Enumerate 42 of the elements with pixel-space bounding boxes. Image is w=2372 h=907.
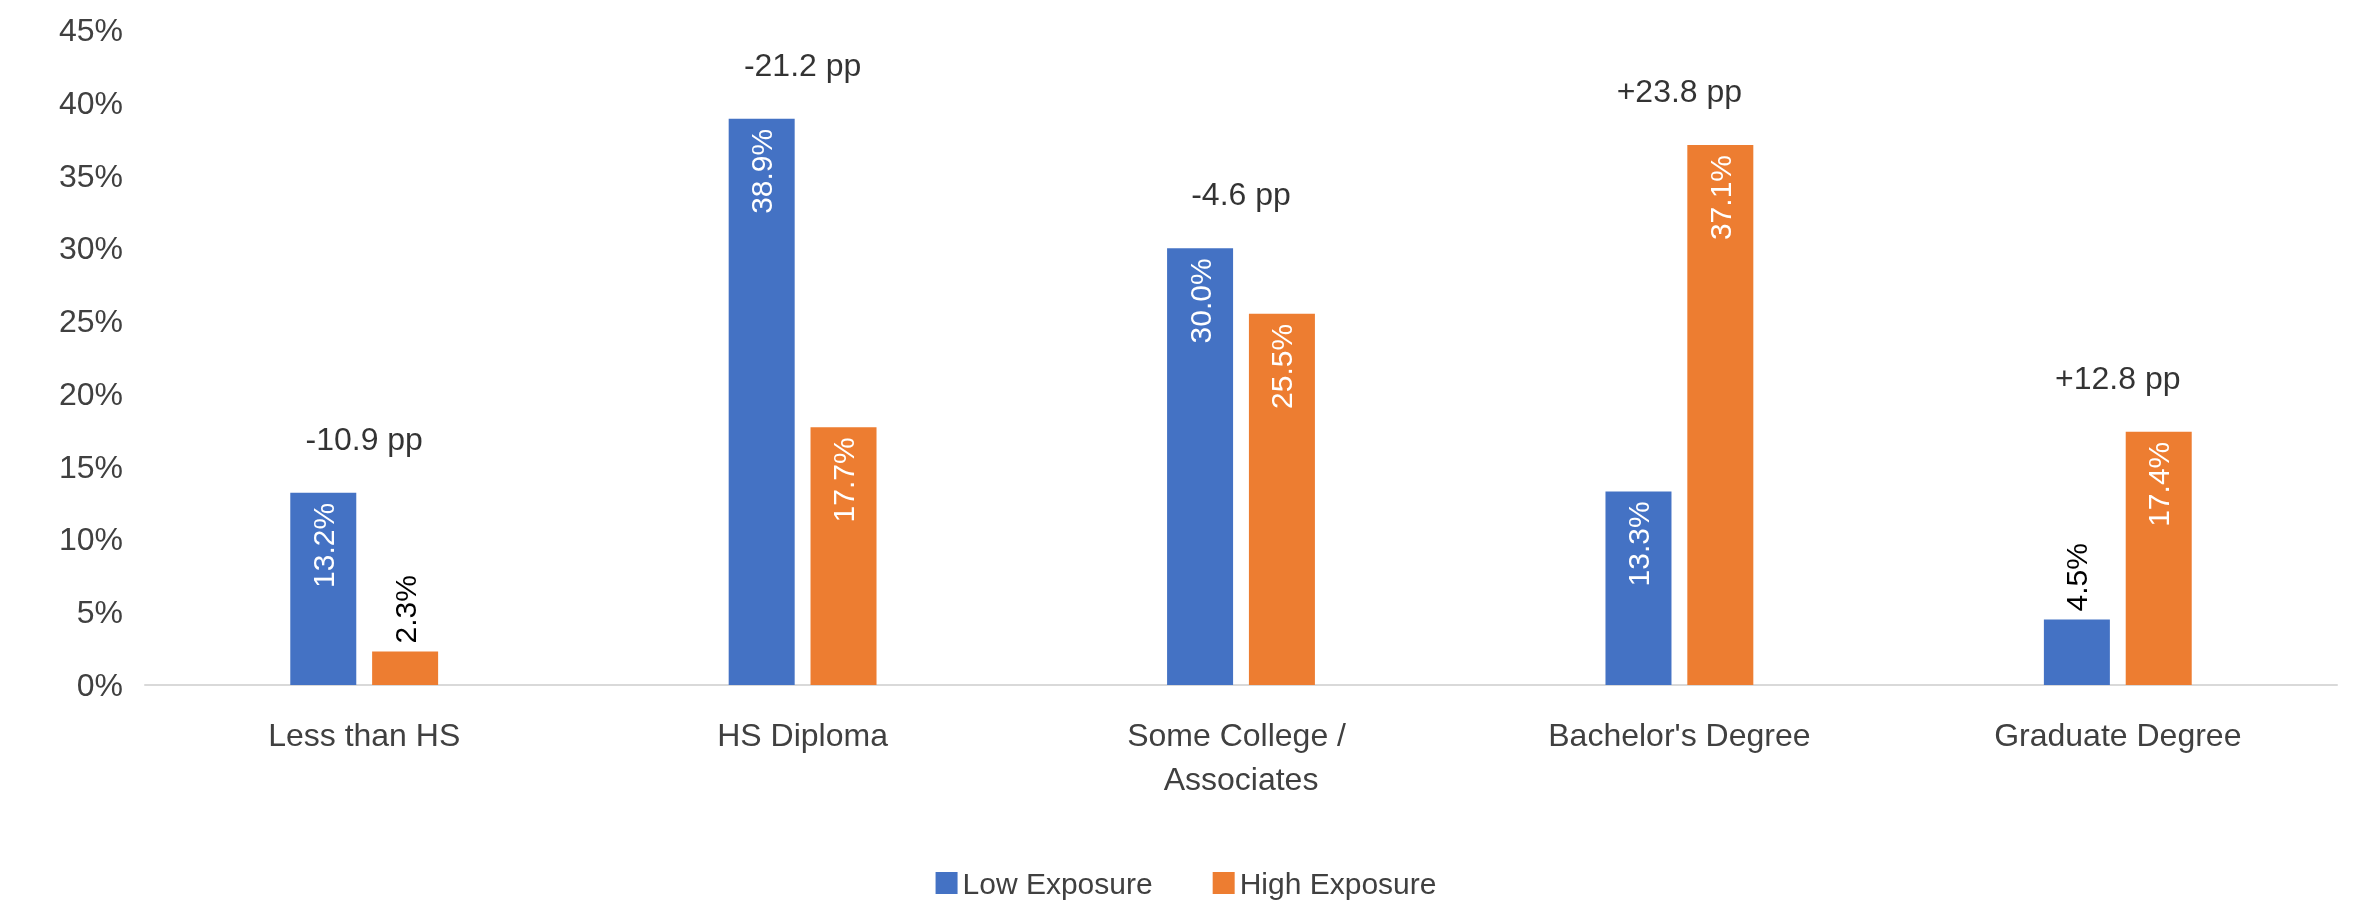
data-label: 13.2% (306, 502, 340, 588)
bar (290, 492, 357, 685)
y-tick-label: 30% (58, 230, 123, 267)
annotation: -10.9 pp (305, 420, 423, 457)
data-label: 13.3% (1621, 501, 1655, 587)
annotation: +23.8 pp (1616, 72, 1743, 109)
bar (728, 118, 795, 685)
y-tick-label: 5% (76, 594, 123, 631)
x-tick-label: Some College / Associates (1127, 717, 1355, 797)
x-tick-label: HS Diploma (717, 717, 889, 753)
legend-label: High Exposure (1239, 866, 1437, 900)
data-label: 17.4% (2142, 441, 2176, 527)
annotation: -4.6 pp (1191, 176, 1291, 213)
x-tick-label: Less than HS (268, 717, 461, 753)
data-label: 37.1% (1703, 154, 1737, 241)
y-tick-label: 45% (58, 12, 123, 48)
y-tick-label: 15% (58, 448, 123, 485)
data-label: 2.3% (388, 575, 422, 644)
y-tick-label: 20% (58, 375, 123, 412)
bar (1167, 248, 1234, 685)
bar (2125, 431, 2192, 685)
bar (1248, 313, 1315, 685)
bar (1687, 144, 1754, 685)
y-tick-label: 10% (58, 521, 123, 558)
bar (810, 427, 877, 685)
annotation: +12.8 pp (2055, 359, 2181, 396)
data-label: 4.5% (2060, 543, 2094, 612)
y-tick-label: 25% (58, 303, 123, 340)
bar (2043, 619, 2110, 685)
data-label: 30.0% (1183, 258, 1217, 344)
data-label: 17.7% (827, 437, 861, 523)
x-tick-label: Graduate Degree (1994, 717, 2242, 753)
y-tick-label: 35% (58, 157, 123, 194)
y-tick-label: 0% (76, 667, 123, 703)
data-label: 25.5% (1265, 323, 1299, 409)
legend-label: Low Exposure (962, 866, 1153, 900)
bar (372, 651, 439, 685)
x-tick-label: Bachelor's Degree (1548, 717, 1811, 753)
y-tick-label: 40% (58, 84, 123, 121)
bar (1605, 491, 1672, 685)
annotation: -21.2 pp (743, 46, 862, 83)
data-label: 38.9% (745, 128, 779, 214)
